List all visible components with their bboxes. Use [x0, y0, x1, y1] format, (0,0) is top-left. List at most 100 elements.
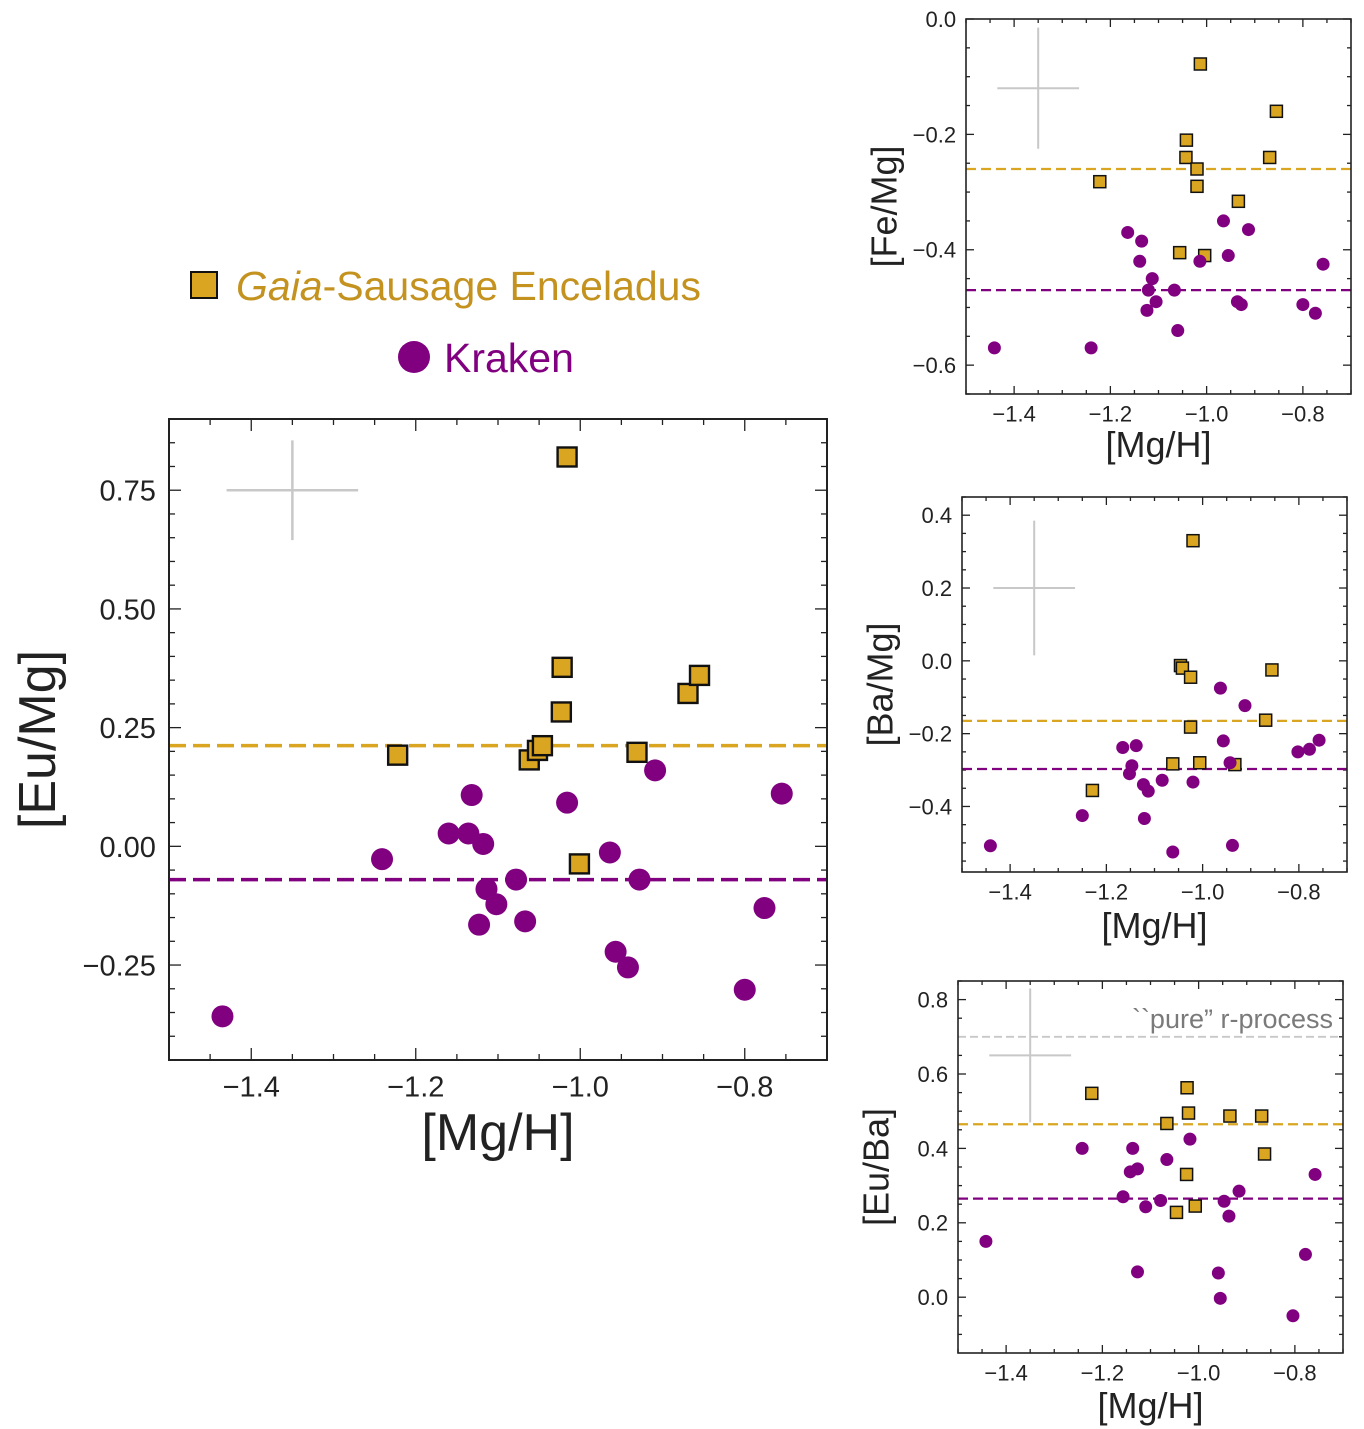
kraken-point	[1131, 1162, 1145, 1176]
legend-square-marker-icon	[190, 271, 218, 300]
kraken-point	[1129, 739, 1143, 753]
gse-point	[1179, 150, 1193, 165]
kraken-point	[753, 897, 776, 920]
ticks-bamg	[961, 496, 1348, 872]
legend-gse-italic: Gaia	[236, 263, 323, 309]
y-axis-label: [Ba/Mg]	[860, 622, 901, 746]
plot-frame	[965, 18, 1352, 395]
kraken-point	[1211, 1266, 1225, 1280]
x-tick-label: −1.2	[1085, 880, 1128, 905]
gse-point	[626, 741, 648, 764]
legend-item-kraken: Kraken	[398, 334, 574, 382]
kraken-point	[1141, 283, 1155, 297]
kraken-point	[1298, 1247, 1312, 1261]
kraken-point	[1122, 767, 1136, 781]
y-tick-label: 0.75	[99, 476, 155, 508]
ticks-femg	[965, 18, 1352, 395]
kraken-point	[1234, 298, 1248, 312]
gse-point	[1179, 1167, 1194, 1182]
gse-point	[556, 446, 578, 468]
kraken-point	[1286, 1309, 1300, 1323]
data-layer-euba	[958, 988, 1343, 1323]
y-tick-label: 0.2	[918, 1211, 949, 1236]
y-tick-label: −0.6	[913, 353, 956, 378]
x-tick-label: −1.4	[984, 1361, 1027, 1386]
kraken-point	[505, 868, 528, 891]
kraken-point	[1302, 742, 1316, 756]
gse-point	[1265, 663, 1279, 677]
kraken-point	[1221, 249, 1235, 263]
kraken-point	[1213, 1291, 1227, 1305]
gse-point	[1179, 133, 1194, 147]
kraken-point	[1141, 784, 1155, 798]
y-tick-label: −0.2	[913, 122, 956, 147]
kraken-point	[1216, 734, 1230, 748]
panel-bamg: −1.4 −1.2 −1.0 −0.8 −0.4 −0.2 0.0 0.2 0.4 [Mg/H] […	[860, 496, 1348, 946]
ticks-main	[168, 418, 828, 1061]
kraken-point	[1139, 1200, 1153, 1214]
kraken-point	[628, 868, 651, 891]
gse-point	[1172, 245, 1187, 260]
legend-gse-label: -Sausage Enceladus	[322, 263, 701, 309]
legend-circle-marker-icon	[398, 341, 430, 374]
x-tick-label: −1.4	[992, 402, 1035, 427]
kraken-point	[1075, 1141, 1089, 1155]
kraken-point	[1126, 1141, 1140, 1155]
y-tick-label: 0.0	[918, 1285, 949, 1310]
gse-point	[1183, 720, 1198, 734]
pure-r-process-label: ``pure” r-process	[1132, 1004, 1333, 1034]
y-tick-label: 0.8	[918, 988, 949, 1013]
kraken-point	[1166, 845, 1180, 859]
kraken-point	[437, 822, 460, 845]
kraken-point	[1183, 1132, 1197, 1146]
gse-point	[386, 744, 409, 766]
y-tick-label: 0.6	[918, 1062, 949, 1087]
kraken-point	[1135, 234, 1149, 248]
gse-point	[677, 682, 699, 705]
panel-main: −1.4 −1.2 −1.0 −0.8 −0.25 0.00 0.25 0.50 0.75 [Mg…	[9, 418, 828, 1162]
kraken-point	[211, 1005, 234, 1028]
panel-femg: −1.4 −1.2 −1.0 −0.8 −0.6 −0.4 −0.2 0.0 [Mg/H] [Fe…	[864, 7, 1352, 465]
gse-point	[1190, 162, 1204, 176]
plot-frame	[957, 980, 1344, 1354]
data-layer-bamg	[962, 520, 1347, 859]
x-tick-label: −1.2	[1081, 1361, 1124, 1386]
kraken-point	[460, 784, 483, 807]
x-tick-label: −1.2	[387, 1071, 444, 1103]
kraken-point	[1241, 223, 1255, 237]
gse-point	[1254, 1109, 1269, 1123]
plot-frame	[961, 496, 1348, 873]
kraken-point	[1160, 1153, 1174, 1167]
gse-point	[1093, 174, 1107, 189]
kraken-point	[1116, 740, 1130, 754]
y-axis-label: [Fe/Mg]	[864, 145, 905, 267]
kraken-point	[1145, 272, 1159, 286]
kraken-point	[1133, 254, 1147, 268]
kraken-point	[733, 978, 756, 1001]
y-tick-label: 0.2	[922, 576, 953, 601]
kraken-point	[556, 791, 579, 814]
kraken-point	[979, 1234, 993, 1248]
gse-point	[1258, 713, 1273, 727]
kraken-point	[1213, 681, 1227, 695]
gse-point	[1169, 1205, 1184, 1220]
x-tick-label: −0.8	[1273, 1361, 1316, 1386]
x-tick-label: −1.0	[1177, 1361, 1220, 1386]
kraken-point	[1084, 341, 1098, 355]
gse-point	[550, 701, 573, 723]
x-axis-label: [Mg/H]	[421, 1104, 574, 1162]
kraken-point	[616, 956, 639, 979]
gse-point	[1186, 533, 1200, 548]
gse-point	[688, 664, 711, 687]
y-axis-label: [Eu/Mg]	[9, 650, 67, 829]
y-tick-label: 0.0	[922, 649, 953, 674]
kraken-point	[1131, 1265, 1145, 1279]
y-axis-label: [Eu/Ba]	[856, 1108, 897, 1226]
legend-kraken-label: Kraken	[444, 335, 574, 381]
kraken-point	[1116, 1190, 1130, 1204]
y-tick-label: 0.4	[922, 503, 953, 528]
kraken-point	[1137, 811, 1151, 825]
kraken-point	[604, 940, 627, 963]
kraken-point	[1121, 225, 1135, 239]
x-axis-label: [Mg/H]	[1105, 424, 1211, 465]
